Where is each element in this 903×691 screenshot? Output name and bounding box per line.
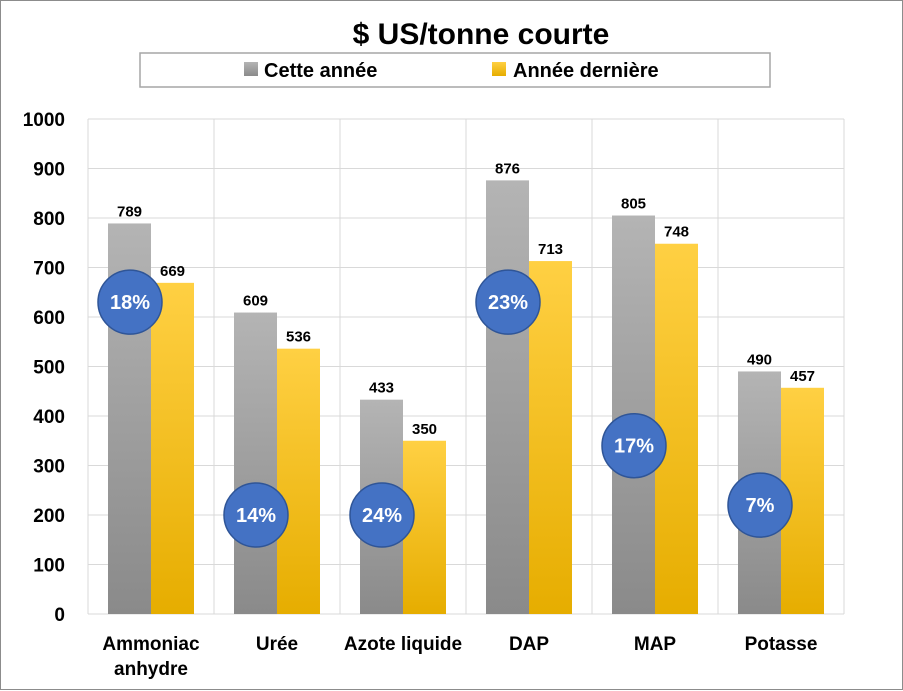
- percent-badge: [223, 482, 289, 548]
- chart-title: $ US/tonne courte: [353, 18, 610, 51]
- y-tick-label: 300: [33, 457, 65, 478]
- legend-box: [139, 52, 771, 88]
- percent-badge-label: 24%: [362, 505, 402, 527]
- x-tick-label: anhydre: [114, 659, 188, 680]
- data-label-this-year: 609: [243, 293, 268, 310]
- bar-last-year: [151, 282, 194, 614]
- data-label-this-year: 789: [117, 203, 142, 220]
- x-tick-label: Potasse: [745, 634, 818, 655]
- y-tick-label: 200: [33, 506, 65, 527]
- data-label-last-year: 457: [790, 368, 815, 385]
- legend-label-this-year: Cette année: [264, 60, 377, 82]
- percent-badge: [601, 412, 667, 479]
- y-tick-label: 400: [33, 407, 65, 428]
- y-tick-label: 700: [33, 259, 65, 280]
- plot-area: 0 100 200 300 400 500 600 700 800 900 1000 789 669 Am…: [23, 110, 845, 680]
- percent-badge-label: 17%: [614, 436, 654, 458]
- x-tick-label: Ammoniac: [102, 634, 200, 655]
- data-label-this-year: 433: [369, 380, 394, 397]
- data-label-last-year: 748: [664, 224, 689, 241]
- percent-badge-label: 7%: [746, 495, 775, 517]
- x-tick-label: MAP: [634, 634, 677, 655]
- y-tick-label: 100: [33, 556, 65, 577]
- x-tick-label: DAP: [509, 634, 549, 655]
- percent-badge: [97, 269, 163, 335]
- data-label-this-year: 876: [495, 160, 520, 177]
- legend: Cette année Année dernière: [139, 52, 771, 88]
- percent-badge: [727, 472, 793, 538]
- y-tick-label: 800: [33, 209, 65, 230]
- legend-swatch-this-year: [244, 62, 258, 76]
- y-tick-label: 900: [33, 160, 65, 181]
- data-label-last-year: 536: [286, 329, 311, 346]
- percent-badge-label: 18%: [110, 292, 150, 314]
- percent-badge-label: 14%: [236, 505, 276, 527]
- y-tick-label: 1000: [23, 110, 65, 131]
- legend-label-last-year: Année dernière: [513, 60, 659, 82]
- bar-this-year: [234, 312, 277, 614]
- data-label-last-year: 669: [160, 263, 185, 280]
- percent-badge-label: 23%: [488, 292, 528, 314]
- bar-last-year: [277, 348, 320, 614]
- y-tick-label: 600: [33, 308, 65, 329]
- data-label-last-year: 713: [538, 241, 563, 258]
- bar-this-year: [486, 180, 529, 614]
- percent-badge: [475, 269, 541, 335]
- data-label-this-year: 490: [747, 351, 772, 368]
- data-label-this-year: 805: [621, 196, 646, 213]
- x-tick-label: Azote liquide: [344, 634, 462, 655]
- y-tick-label: 500: [33, 358, 65, 379]
- y-tick-label: 0: [54, 605, 65, 626]
- data-label-last-year: 350: [412, 421, 437, 438]
- x-tick-label: Urée: [256, 634, 298, 655]
- legend-swatch-last-year: [492, 62, 506, 76]
- bar-last-year: [655, 243, 698, 615]
- percent-badge: [349, 482, 415, 548]
- bar-last-year: [529, 261, 572, 614]
